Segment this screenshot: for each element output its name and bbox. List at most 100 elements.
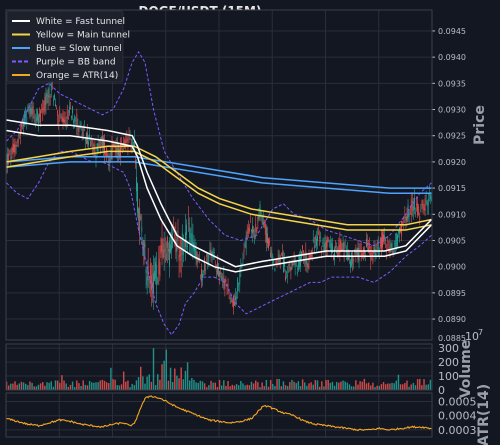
volume-bar <box>65 383 67 390</box>
candle-body <box>336 250 338 254</box>
atr-tick-label: 0.0004 <box>438 410 477 423</box>
candle-body <box>357 247 359 260</box>
candle-body <box>206 254 208 257</box>
volume-bar <box>105 382 108 390</box>
volume-bar <box>42 382 44 390</box>
candle-body <box>204 258 206 271</box>
volume-bar <box>297 381 300 390</box>
candle-body <box>154 271 155 281</box>
volume-bar <box>140 366 142 390</box>
volume-bar <box>44 385 46 390</box>
candle-body <box>244 244 246 246</box>
volume-scale-label: 10 <box>465 330 479 343</box>
price-tick-label: 0.0905 <box>438 236 466 245</box>
volume-bar <box>261 382 263 390</box>
volume-bar <box>263 386 265 390</box>
volume-bar <box>110 367 112 390</box>
volume-bar <box>301 379 304 390</box>
volume-bar <box>31 382 33 390</box>
volume-bar <box>363 378 366 390</box>
candle-body <box>221 275 223 281</box>
candle-body <box>201 269 202 280</box>
candle-body <box>420 210 422 213</box>
volume-bar <box>199 380 202 390</box>
candle-body <box>300 256 301 267</box>
volume-bar <box>318 386 321 390</box>
bb-upper-line <box>6 50 432 247</box>
candle-body <box>183 240 185 242</box>
candle-body <box>92 139 94 152</box>
candle-body <box>347 255 349 260</box>
candle-body <box>242 258 244 260</box>
fast-tunnel-upper-line <box>6 119 433 268</box>
volume-tick-label: 100 <box>438 370 459 383</box>
volume-bar <box>350 386 353 390</box>
volume-bar <box>35 386 38 390</box>
volume-bar <box>248 385 251 390</box>
candle-body <box>161 238 163 252</box>
candle-body <box>116 145 118 154</box>
candle-body <box>88 141 89 145</box>
volume-bar <box>399 384 402 390</box>
volume-bar <box>321 381 323 390</box>
candle-body <box>274 268 276 271</box>
candle-body <box>54 95 55 100</box>
volume-bar <box>408 386 410 390</box>
candle-body <box>332 244 333 253</box>
candle-body <box>109 158 111 163</box>
candle-body <box>286 271 288 273</box>
volume-scale-exponent: 7 <box>478 328 483 337</box>
candle-body <box>399 227 400 234</box>
candle-body <box>269 241 270 243</box>
volume-bar <box>325 379 327 390</box>
candle-body <box>62 118 64 123</box>
candle-body <box>229 297 231 299</box>
candle-body <box>212 248 214 259</box>
candle-body <box>48 88 50 98</box>
candle-body <box>307 263 309 269</box>
candle-body <box>103 137 104 149</box>
candle-body <box>339 239 341 253</box>
candle-body <box>431 196 432 202</box>
candle-body <box>7 153 8 166</box>
candle-body <box>39 113 40 117</box>
candle-body <box>363 249 365 254</box>
legend-entry-label: White = Fast tunnel <box>36 17 125 27</box>
candle-body <box>306 259 308 267</box>
volume-bar <box>157 374 159 390</box>
candle-body <box>289 260 291 271</box>
candle-body <box>33 115 35 121</box>
volume-bar <box>108 383 110 390</box>
volume-bar <box>193 379 195 390</box>
candle-body <box>105 154 106 155</box>
candle-body <box>314 237 316 240</box>
atr-frame <box>5 392 433 438</box>
volume-bar <box>365 383 368 390</box>
candle-body <box>68 106 70 114</box>
candle-body <box>371 253 373 255</box>
volume-bar <box>80 386 82 390</box>
candle-body <box>223 274 225 288</box>
candle-body <box>283 257 284 273</box>
candle-body <box>133 140 135 147</box>
candle-body <box>152 282 153 288</box>
candle-body <box>84 137 86 141</box>
price-tick-label: 0.0895 <box>438 289 466 298</box>
volume-bar <box>278 378 280 390</box>
candle-body <box>23 120 24 127</box>
candle-body <box>409 213 411 215</box>
candle-body <box>148 279 150 281</box>
candle-body <box>82 128 84 136</box>
candle-body <box>191 233 193 245</box>
price-frame <box>5 9 433 341</box>
volume-bar <box>93 382 95 390</box>
volume-bar <box>340 381 342 390</box>
candle-body <box>44 96 46 112</box>
candle-body <box>72 106 73 114</box>
volume-bar <box>12 383 14 390</box>
candle-body <box>262 214 264 225</box>
candle-body <box>144 243 146 248</box>
candle-body <box>164 249 166 252</box>
candle-body <box>180 249 182 261</box>
volume-bar <box>176 375 178 390</box>
